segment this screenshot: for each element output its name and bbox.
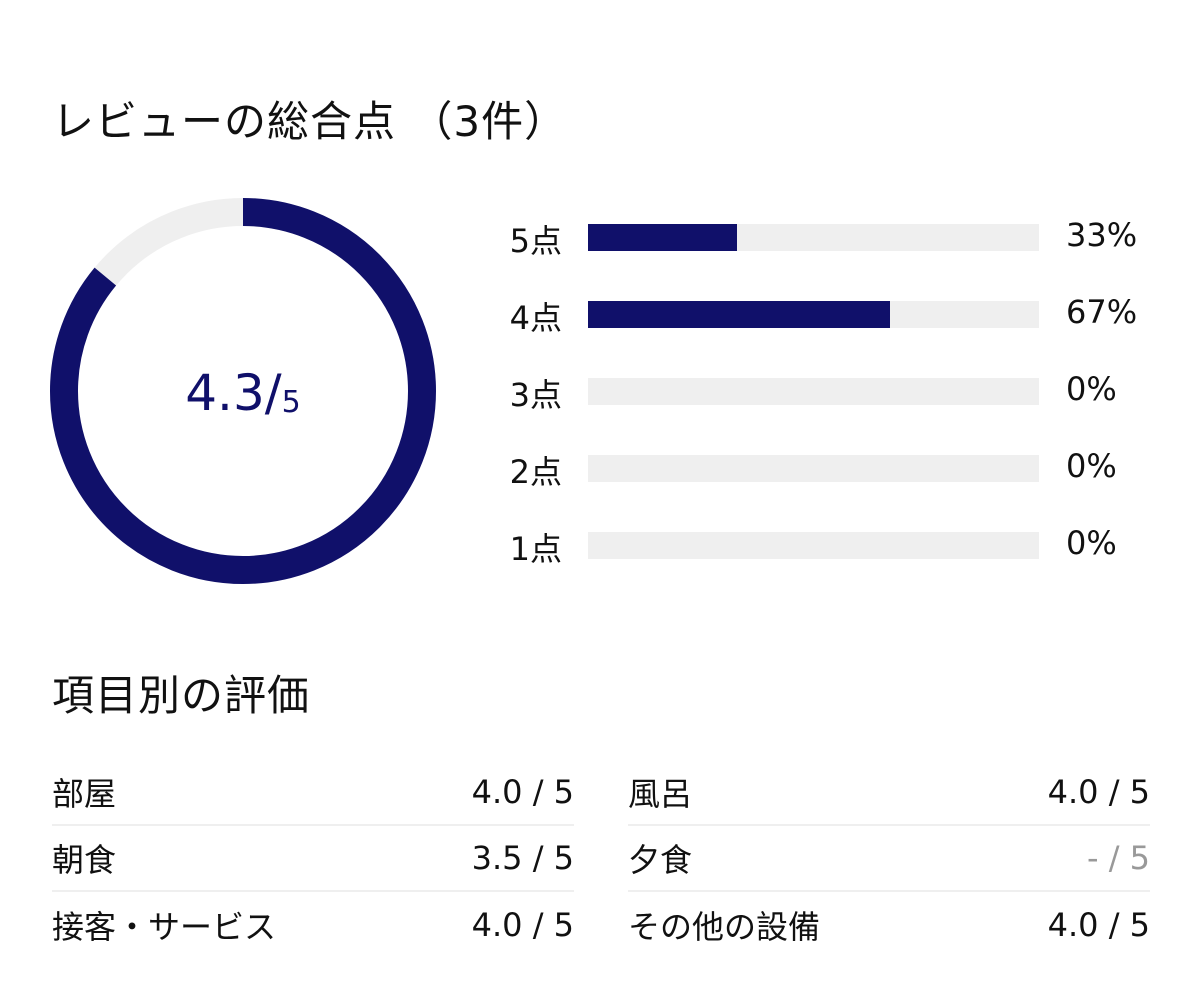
distribution-bar-track — [588, 532, 1039, 559]
category-score: 4.0 / 5 — [1047, 906, 1150, 944]
category-score: 4.0 / 5 — [471, 773, 574, 811]
category-rating-item: その他の設備 4.0 / 5 — [628, 892, 1150, 958]
distribution-label: 3点 — [509, 376, 562, 414]
distribution-row: 2点 0% — [500, 431, 1160, 508]
category-score: 3.5 / 5 — [471, 839, 574, 877]
category-ratings-grid: 部屋 4.0 / 5 風呂 4.0 / 5 朝食 3.5 / 5 夕食 - / … — [52, 760, 1150, 958]
category-score: 4.0 / 5 — [1047, 773, 1150, 811]
overall-score-donut — [50, 198, 436, 584]
distribution-label: 5点 — [509, 222, 562, 260]
distribution-row: 1点 0% — [500, 508, 1160, 585]
category-ratings-title: 項目別の評価 — [52, 671, 311, 720]
overall-rating-title: レビューの総合点 （3件） — [52, 97, 568, 146]
distribution-bar-track — [588, 455, 1039, 482]
category-name: 夕食 — [628, 841, 693, 879]
category-rating-item: 接客・サービス 4.0 / 5 — [52, 892, 574, 958]
category-name: 朝食 — [52, 841, 117, 879]
category-name: 接客・サービス — [52, 908, 277, 946]
distribution-percent: 0% — [1066, 370, 1117, 408]
rating-distribution: 5点 33% 4点 67% 3点 0% 2点 0% 1点 0% — [500, 200, 1160, 585]
distribution-percent: 0% — [1066, 447, 1117, 485]
category-name: その他の設備 — [628, 908, 821, 946]
category-name: 風呂 — [628, 775, 693, 813]
category-rating-item: 部屋 4.0 / 5 — [52, 760, 574, 826]
distribution-label: 1点 — [509, 530, 562, 568]
distribution-bar-track — [588, 301, 1039, 328]
category-rating-item: 夕食 - / 5 — [628, 826, 1150, 892]
category-score: 4.0 / 5 — [471, 906, 574, 944]
distribution-row: 4点 67% — [500, 277, 1160, 354]
distribution-row: 5点 33% — [500, 200, 1160, 277]
distribution-percent: 67% — [1066, 293, 1138, 331]
distribution-bar-fill — [588, 224, 737, 251]
distribution-percent: 33% — [1066, 216, 1138, 254]
category-name: 部屋 — [52, 775, 117, 813]
distribution-bar-track — [588, 378, 1039, 405]
distribution-label: 2点 — [509, 453, 562, 491]
distribution-bar-track — [588, 224, 1039, 251]
donut-progress-arc — [50, 198, 436, 584]
category-rating-item: 風呂 4.0 / 5 — [628, 760, 1150, 826]
distribution-row: 3点 0% — [500, 354, 1160, 431]
category-rating-item: 朝食 3.5 / 5 — [52, 826, 574, 892]
distribution-label: 4点 — [509, 299, 562, 337]
category-score: - / 5 — [1086, 839, 1150, 877]
distribution-bar-fill — [588, 301, 891, 328]
distribution-percent: 0% — [1066, 524, 1117, 562]
